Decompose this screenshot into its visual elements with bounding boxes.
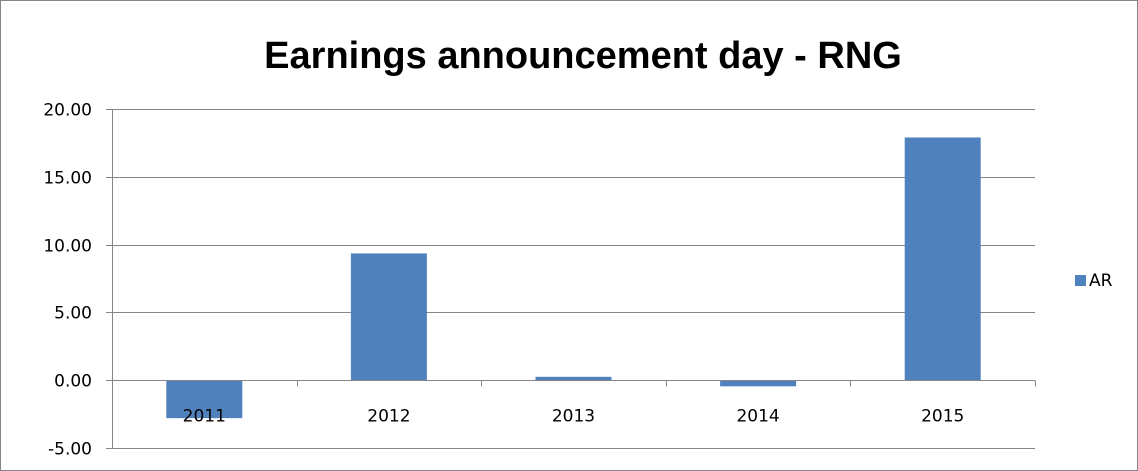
y-tick-label: 0.00 [54,372,92,392]
bar-2014 [720,380,797,387]
y-tick-label: 20.00 [43,101,92,121]
legend-swatch [1075,275,1086,286]
grid-lines [106,109,1035,449]
x-tick-label: 2013 [552,407,595,427]
x-tick-label: 2011 [183,407,226,427]
bars [166,137,981,419]
legend-label: AR [1089,271,1113,291]
x-tick-label: 2014 [736,407,779,427]
chart-title: Earnings announcement day - RNG [264,35,902,77]
bar-2011 [166,380,243,419]
y-tick-label: 5.00 [54,304,92,324]
y-tick-label: -5.00 [48,440,92,460]
x-tick-label: 2012 [367,407,410,427]
labels: -5.00 0.00 5.00 10.00 15.00 20.00 2011 2012 2013… [43,101,964,460]
bar-2012 [350,253,427,381]
bar-2013 [535,376,612,381]
x-tick-label: 2015 [921,407,964,427]
y-tick-label: 10.00 [43,237,92,257]
y-tick-label: 15.00 [43,169,92,189]
bar-2015 [904,137,981,381]
axes [112,109,1036,448]
legend: AR [1075,271,1113,291]
